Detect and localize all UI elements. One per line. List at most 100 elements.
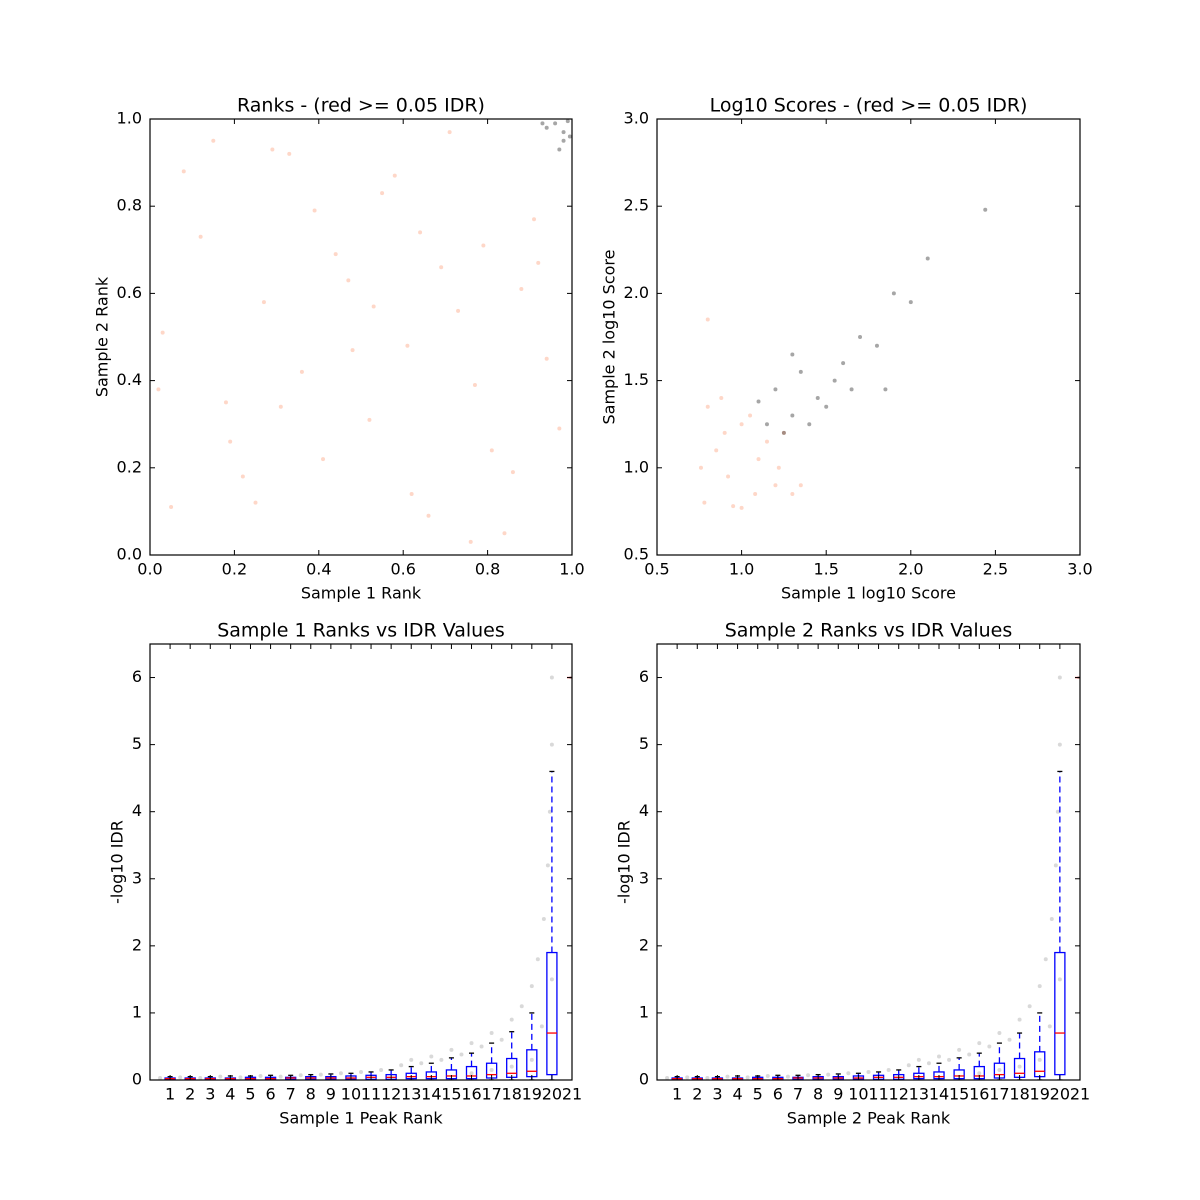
point: [489, 1031, 494, 1036]
point: [278, 404, 283, 409]
point: [287, 151, 292, 156]
point: [756, 399, 761, 404]
chart-title: Sample 1 Ranks vs IDR Values: [217, 620, 505, 642]
x-tick-label: 1.0: [559, 560, 584, 579]
x-tick-label: 13: [909, 1085, 929, 1104]
point: [509, 1064, 514, 1069]
point: [719, 396, 724, 401]
point: [916, 1057, 921, 1062]
point: [426, 513, 431, 518]
point: [765, 1073, 770, 1078]
point: [456, 308, 461, 313]
point: [947, 1057, 952, 1062]
x-tick-label: 0.2: [222, 560, 247, 579]
x-tick-label: 2: [185, 1085, 195, 1104]
point: [997, 1031, 1002, 1036]
chart-title: Log10 Scores - (red >= 0.05 IDR): [710, 95, 1028, 117]
point: [169, 505, 174, 510]
point: [535, 957, 540, 962]
y-axis-label: Sample 2 log10 Score: [600, 250, 619, 425]
point: [748, 413, 753, 418]
point: [532, 217, 537, 222]
x-tick-label: 15: [441, 1085, 461, 1104]
x-tick-label: 3: [205, 1085, 215, 1104]
point: [519, 1004, 524, 1009]
y-tick-label: 5: [639, 734, 649, 753]
y-tick-label: 6: [132, 667, 142, 686]
point: [481, 243, 486, 248]
point: [753, 491, 758, 496]
point: [529, 984, 534, 989]
y-tick-label: 2: [639, 935, 649, 954]
x-tick-label: 12: [889, 1085, 909, 1104]
point: [1053, 863, 1058, 868]
point: [705, 1075, 710, 1080]
point: [705, 404, 710, 409]
point: [178, 1075, 183, 1080]
subplot: 1 2 3 4 5 6 7 8 9 10 11 12 13 14 15 16 17 18 19 20 210123456…: [108, 620, 583, 1128]
point: [536, 260, 541, 265]
point: [773, 387, 778, 392]
point: [350, 348, 355, 353]
y-tick-label: 0.0: [117, 545, 142, 564]
x-tick-label: 2.0: [898, 560, 923, 579]
y-tick-label: 6: [639, 667, 649, 686]
point: [1017, 1017, 1022, 1022]
point: [1027, 1004, 1032, 1009]
point: [756, 457, 761, 462]
x-tick-label: 13: [401, 1085, 421, 1104]
point: [544, 125, 549, 130]
point: [790, 491, 795, 496]
point: [866, 1069, 871, 1074]
x-tick-label: 10: [848, 1085, 868, 1104]
point: [160, 330, 165, 335]
point: [1047, 1024, 1052, 1029]
y-tick-label: 0.8: [117, 196, 142, 215]
y-tick-label: 1.5: [624, 370, 649, 389]
point: [798, 369, 803, 374]
plot-area: [698, 207, 988, 510]
y-tick-label: 0.2: [117, 457, 142, 476]
x-tick-label: 0.5: [644, 560, 669, 579]
axes-frame: [656, 643, 1081, 1081]
point: [561, 130, 566, 135]
point: [997, 1067, 1002, 1072]
point: [211, 138, 216, 143]
point: [439, 1057, 444, 1062]
point: [926, 1061, 931, 1066]
point: [1007, 1037, 1012, 1042]
point: [773, 483, 778, 488]
point: [489, 1067, 494, 1072]
point: [983, 207, 988, 212]
point: [519, 287, 524, 292]
point: [278, 1074, 283, 1079]
x-axis-label: Sample 1 Rank: [301, 584, 422, 603]
x-tick-label: 15: [949, 1085, 969, 1104]
point: [826, 1072, 831, 1077]
point: [557, 426, 562, 431]
x-tick-label: 19: [522, 1085, 542, 1104]
axes-frame: [149, 118, 573, 556]
point: [333, 252, 338, 257]
y-tick-label: 0: [639, 1070, 649, 1089]
point: [549, 742, 554, 747]
point: [318, 1072, 323, 1077]
point: [824, 404, 829, 409]
point: [1057, 675, 1062, 680]
point: [367, 417, 372, 422]
box: [546, 951, 558, 1076]
point: [937, 1054, 941, 1059]
point: [725, 1074, 730, 1079]
x-tick-label: 16: [969, 1085, 989, 1104]
y-tick-label: 0.4: [117, 370, 142, 389]
x-tick-label: 3: [712, 1085, 722, 1104]
x-tick-label: 1: [165, 1085, 175, 1104]
box: [526, 1049, 538, 1078]
x-tick-label: 17: [989, 1085, 1009, 1104]
point: [489, 448, 494, 453]
y-tick-label: 2: [132, 935, 142, 954]
point: [841, 361, 846, 366]
point: [790, 352, 795, 357]
point: [223, 400, 228, 405]
point: [258, 1073, 263, 1078]
